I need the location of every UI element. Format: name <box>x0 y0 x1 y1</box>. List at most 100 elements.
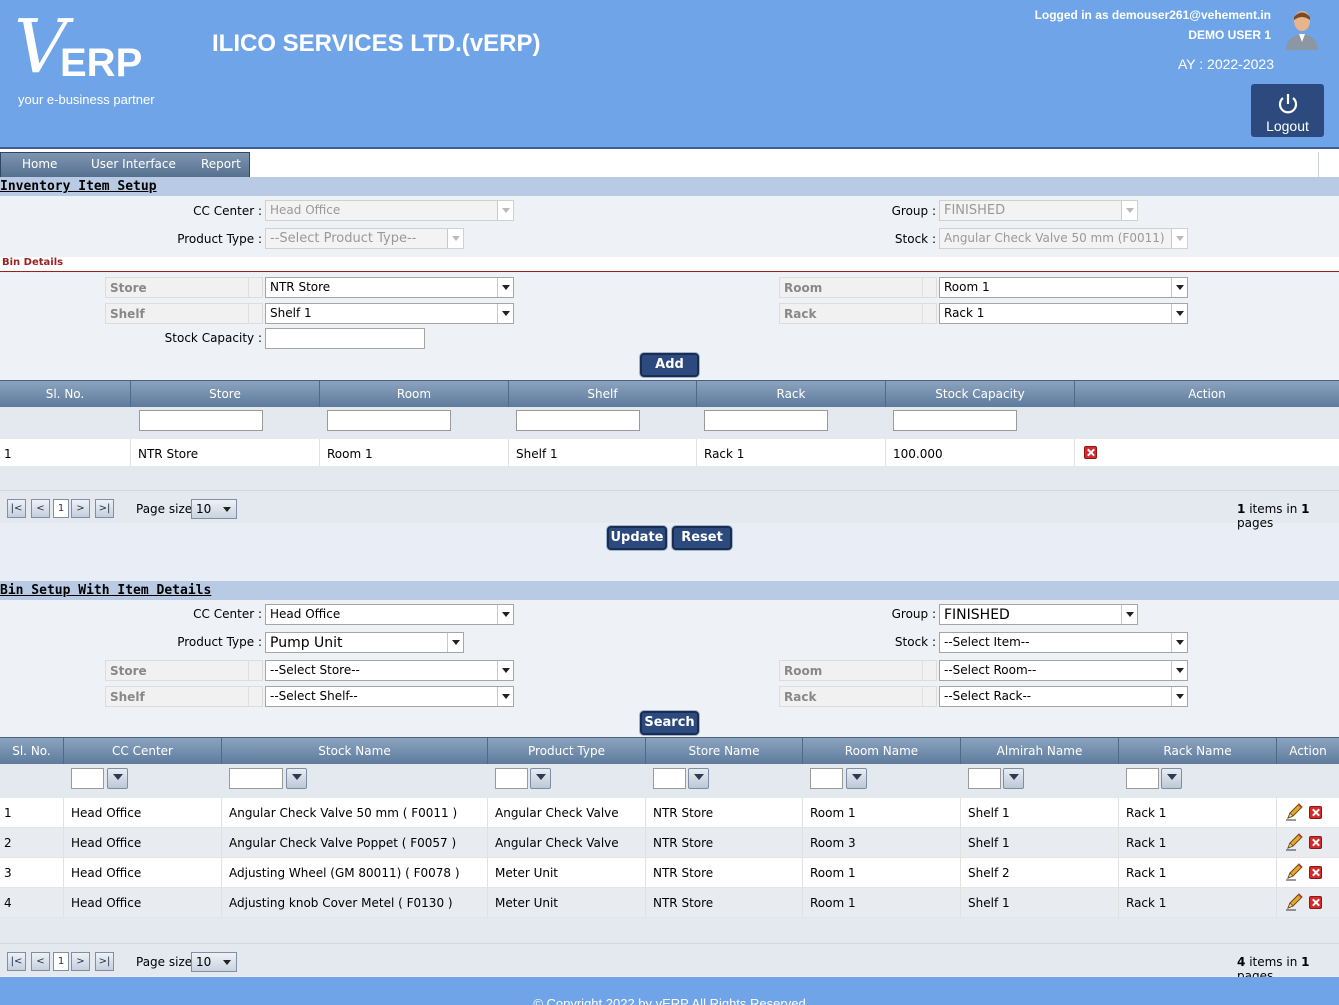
search-group-select[interactable]: FINISHED <box>939 604 1138 625</box>
logout-button[interactable]: Logout <box>1251 84 1324 137</box>
edit-icon[interactable] <box>1284 832 1304 852</box>
filter-icon[interactable] <box>688 768 709 789</box>
filter-icon[interactable] <box>530 768 551 789</box>
group-label: Group : <box>891 204 936 218</box>
search-cc-center-select[interactable]: Head Office <box>265 604 514 625</box>
col-room: Room <box>320 381 509 407</box>
academic-year: AY : 2022-2023 <box>1177 56 1274 72</box>
room-select[interactable]: Room 1 <box>939 277 1188 298</box>
filter-icon[interactable] <box>107 768 128 789</box>
user-avatar-icon <box>1286 11 1318 50</box>
bin-form: Store NTR Store Room Room 1 Shelf Shelf … <box>0 273 1339 380</box>
edit-icon[interactable] <box>1284 892 1304 912</box>
page-size-label: Page size: <box>136 502 197 516</box>
edit-icon[interactable] <box>1284 862 1304 882</box>
user-name: DEMO USER 1 <box>1188 28 1271 42</box>
col-stock-name: Stock Name <box>222 738 488 764</box>
table-row: 1 NTR Store Room 1 Shelf 1 Rack 1 100.00… <box>0 439 1339 469</box>
add-button[interactable]: Add <box>640 353 699 377</box>
delete-icon[interactable] <box>1309 896 1322 909</box>
page-size-select[interactable]: 10 <box>191 952 237 972</box>
col-stock-capacity: Stock Capacity <box>886 381 1075 407</box>
filter-rack-input[interactable] <box>704 410 828 431</box>
cell-shelf: Shelf 1 <box>509 439 697 469</box>
filter-shelf-input[interactable] <box>516 410 640 431</box>
last-page-icon[interactable]: >| <box>95 499 114 518</box>
nav-user-interface[interactable]: User Interface <box>91 157 176 171</box>
footer: © Copyright 2022 by vERP All Rights Rese… <box>0 977 1339 1005</box>
filter-store-input[interactable] <box>139 410 263 431</box>
col-almirah-name: Almirah Name <box>961 738 1119 764</box>
cell-almirah-name: Shelf 2 <box>961 858 1119 888</box>
first-page-icon[interactable]: |< <box>7 952 26 971</box>
search-rack-select[interactable]: --Select Rack-- <box>939 686 1188 707</box>
search-stock-select[interactable]: --Select Item-- <box>939 632 1188 653</box>
filter-store-name-input[interactable] <box>653 768 686 789</box>
update-button[interactable]: Update <box>607 526 667 550</box>
delete-icon[interactable] <box>1309 866 1322 879</box>
last-page-icon[interactable]: >| <box>95 952 114 971</box>
filter-rack-name-input[interactable] <box>1126 768 1159 789</box>
logo: V ERP your e-business partner <box>14 10 174 110</box>
search-shelf-select[interactable]: --Select Shelf-- <box>265 686 514 707</box>
page-size-select[interactable]: 10 <box>191 499 237 519</box>
filter-room-name-input[interactable] <box>810 768 843 789</box>
filter-cc-center-input[interactable] <box>71 768 104 789</box>
search-room-select[interactable]: --Select Room-- <box>939 660 1188 681</box>
setup-form: CC Center : Head Office Product Type : -… <box>0 196 1339 257</box>
col-rack-name: Rack Name <box>1119 738 1277 764</box>
search-shelf-label: Shelf <box>105 686 263 707</box>
filter-icon[interactable] <box>286 768 307 789</box>
filter-icon[interactable] <box>846 768 867 789</box>
delete-icon[interactable] <box>1309 836 1322 849</box>
cell-rack-name: Rack 1 <box>1119 858 1277 888</box>
filter-almirah-name-input[interactable] <box>968 768 1001 789</box>
search-product-type-label: Product Type : <box>177 635 262 649</box>
filter-product-type-input[interactable] <box>495 768 528 789</box>
page-number[interactable]: 1 <box>53 499 69 518</box>
cell-product-type: Meter Unit <box>488 888 646 918</box>
filter-icon[interactable] <box>1161 768 1182 789</box>
bin-grid-pager: |< < 1 > >| Page size: 10 1 items in 1 p… <box>0 490 1339 530</box>
page-number[interactable]: 1 <box>53 952 69 971</box>
search-stock-label: Stock : <box>894 635 936 649</box>
stock-capacity-input[interactable] <box>265 328 425 349</box>
table-row: 2 Head Office Angular Check Valve Poppet (… <box>0 828 1339 858</box>
rack-select[interactable]: Rack 1 <box>939 303 1188 324</box>
inventory-setup-title: Inventory Item Setup <box>0 177 1339 196</box>
reset-button[interactable]: Reset <box>672 526 732 550</box>
next-page-icon[interactable]: > <box>71 952 90 971</box>
prev-page-icon[interactable]: < <box>31 952 50 971</box>
stock-label: Stock : <box>894 232 936 246</box>
search-button[interactable]: Search <box>640 711 699 735</box>
nav-home[interactable]: Home <box>22 157 58 171</box>
cell-store-name: NTR Store <box>646 858 803 888</box>
first-page-icon[interactable]: |< <box>7 499 26 518</box>
stock-select: Angular Check Valve 50 mm (F0011) <box>939 228 1188 249</box>
search-rack-label: Rack <box>779 686 937 707</box>
page-size-label: Page size: <box>136 955 197 969</box>
edit-icon[interactable] <box>1284 802 1304 822</box>
shelf-select[interactable]: Shelf 1 <box>265 303 514 324</box>
cell-rack-name: Rack 1 <box>1119 828 1277 858</box>
col-rack: Rack <box>697 381 886 407</box>
cell-store-name: NTR Store <box>646 828 803 858</box>
search-group-label: Group : <box>891 607 936 621</box>
delete-icon[interactable] <box>1084 446 1097 459</box>
filter-stock-capacity-input[interactable] <box>893 410 1017 431</box>
cell-product-type: Meter Unit <box>488 858 646 888</box>
search-product-type-select[interactable]: Pump Unit <box>265 632 464 653</box>
filter-room-input[interactable] <box>327 410 451 431</box>
filter-stock-name-input[interactable] <box>229 768 283 789</box>
table-row: 3 Head Office Adjusting Wheel (GM 80011) (… <box>0 858 1339 888</box>
nav-report[interactable]: Report <box>201 157 241 171</box>
bin-setup-title: Bin Setup With Item Details <box>0 581 1339 600</box>
prev-page-icon[interactable]: < <box>31 499 50 518</box>
next-page-icon[interactable]: > <box>71 499 90 518</box>
header: V ERP your e-business partner ILICO SERV… <box>0 0 1339 147</box>
delete-icon[interactable] <box>1309 806 1322 819</box>
item-grid-empty-area <box>0 918 1339 943</box>
store-select[interactable]: NTR Store <box>265 277 514 298</box>
search-store-select[interactable]: --Select Store-- <box>265 660 514 681</box>
filter-icon[interactable] <box>1003 768 1024 789</box>
